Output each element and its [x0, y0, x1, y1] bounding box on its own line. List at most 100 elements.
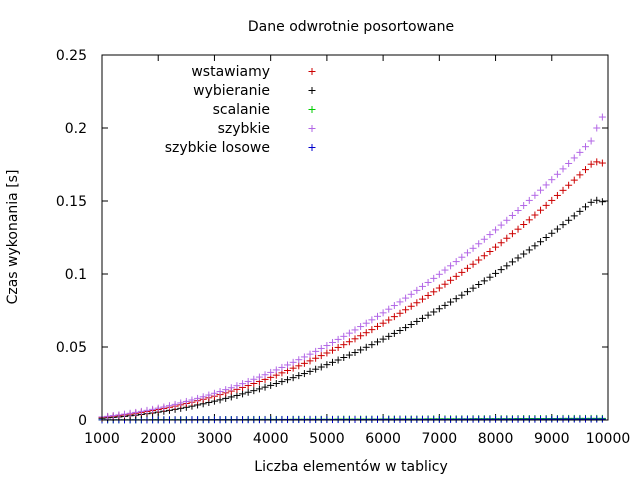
data-point-wstawiamy	[486, 248, 494, 256]
data-point-wybieranie	[598, 198, 606, 206]
legend-marker-wstawiamy	[308, 68, 316, 75]
data-point-szybkie	[413, 286, 421, 294]
data-point-wstawiamy	[525, 216, 533, 224]
data-point-wybieranie	[463, 288, 471, 296]
data-point-wstawiamy	[402, 306, 410, 314]
data-point-wstawiamy	[508, 230, 516, 238]
data-point-wybieranie	[267, 381, 275, 389]
data-point-wybieranie	[300, 370, 308, 378]
data-point-szybkie	[390, 302, 398, 310]
data-point-wybieranie	[430, 308, 438, 316]
data-point-szybkie	[295, 356, 303, 364]
data-point-wybieranie	[385, 332, 393, 340]
x-tick-label: 4000	[253, 431, 289, 447]
data-point-szybkie	[407, 290, 415, 298]
data-point-wstawiamy	[334, 343, 342, 351]
data-point-wybieranie	[255, 385, 263, 393]
legend: wstawiamy wybieranie scalanie szybkie szybki…	[165, 64, 316, 156]
data-point-szybkie	[576, 148, 584, 156]
data-point-szybkie	[424, 278, 432, 286]
data-point-szybkie	[351, 326, 359, 334]
data-point-szybkie	[475, 240, 483, 248]
data-point-wybieranie	[492, 269, 500, 277]
plot-frame	[101, 54, 609, 421]
legend-marker-wybieranie	[308, 87, 316, 94]
data-point-szybkie	[323, 342, 331, 350]
x-tick-label: 5000	[309, 431, 345, 447]
data-point-wstawiamy	[362, 329, 370, 337]
data-point-szybkie	[385, 305, 393, 313]
data-point-wybieranie	[402, 324, 410, 332]
data-point-wstawiamy	[520, 221, 528, 229]
data-point-wstawiamy	[514, 225, 522, 233]
data-point-szybkie	[312, 347, 320, 355]
data-point-szybkie	[132, 408, 140, 416]
data-point-wybieranie	[508, 258, 516, 266]
data-point-wybieranie	[407, 321, 415, 329]
data-point-szybkie	[418, 282, 426, 290]
data-point-szybkie	[570, 154, 578, 162]
data-point-wstawiamy	[373, 322, 381, 330]
data-point-wstawiamy	[475, 256, 483, 264]
data-point-wstawiamy	[480, 252, 488, 260]
x-tick-label: 1000	[84, 431, 120, 447]
data-point-szybkie	[334, 335, 342, 343]
data-point-wstawiamy	[430, 288, 438, 296]
data-point-szybkie	[492, 226, 500, 234]
tick-labels: 1000 2000 3000 4000 5000 6000 7000 8000 9000 1000…	[56, 48, 630, 447]
data-point-wstawiamy	[497, 239, 505, 247]
data-point-szybkie	[503, 216, 511, 224]
data-point-szybkie	[149, 405, 157, 413]
legend-item-szybkie-losowe: szybkie losowe	[165, 140, 316, 156]
data-point-szybkie	[194, 394, 202, 402]
data-point-wybieranie	[486, 273, 494, 281]
data-point-szybkie	[137, 407, 145, 415]
data-point-wybieranie	[520, 250, 528, 258]
y-tick-label: 0.1	[65, 267, 87, 283]
data-point-szybkie	[345, 329, 353, 337]
data-point-wybieranie	[435, 305, 443, 313]
data-point-wstawiamy	[598, 159, 606, 167]
data-point-szybkie	[435, 270, 443, 278]
y-tick-label: 0.15	[56, 194, 87, 210]
data-point-szybkie	[104, 412, 112, 420]
data-point-wybieranie	[503, 262, 511, 270]
data-point-wybieranie	[368, 341, 376, 349]
data-point-wybieranie	[261, 383, 269, 391]
data-point-szybkie	[261, 371, 269, 379]
data-point-wybieranie	[514, 254, 522, 262]
data-point-wstawiamy	[435, 284, 443, 292]
data-point-wstawiamy	[593, 158, 601, 166]
data-point-szybkie	[497, 221, 505, 229]
data-point-wybieranie	[306, 367, 314, 375]
data-point-wybieranie	[312, 365, 320, 373]
data-point-wstawiamy	[492, 243, 500, 251]
legend-item-scalanie: scalanie	[213, 102, 316, 118]
data-point-wstawiamy	[424, 291, 432, 299]
data-point-szybkie	[267, 368, 275, 376]
data-point-wybieranie	[362, 343, 370, 351]
data-point-wstawiamy	[295, 362, 303, 370]
legend-marker-szybkie-losowe	[308, 144, 316, 151]
data-point-wstawiamy	[463, 264, 471, 272]
data-point-wybieranie	[475, 281, 483, 289]
data-point-szybkie	[368, 316, 376, 324]
data-point-wybieranie	[452, 295, 460, 303]
data-point-szybkie	[244, 377, 252, 385]
data-point-wybieranie	[565, 216, 573, 224]
data-point-szybkie	[289, 358, 297, 366]
data-point-wstawiamy	[559, 186, 567, 194]
x-tick-label: 3000	[197, 431, 233, 447]
data-point-szybkie	[357, 323, 365, 331]
data-point-szybkie	[182, 397, 190, 405]
legend-marker-scalanie	[308, 106, 316, 113]
data-point-wybieranie	[239, 390, 247, 398]
data-point-wybieranie	[284, 376, 292, 384]
data-point-wybieranie	[329, 358, 337, 366]
data-point-wybieranie	[582, 203, 590, 211]
data-point-wstawiamy	[390, 313, 398, 321]
data-point-wstawiamy	[300, 359, 308, 367]
data-point-szybkie	[396, 298, 404, 306]
data-point-szybkie	[598, 113, 606, 121]
x-tick-label: 10000	[586, 431, 631, 447]
